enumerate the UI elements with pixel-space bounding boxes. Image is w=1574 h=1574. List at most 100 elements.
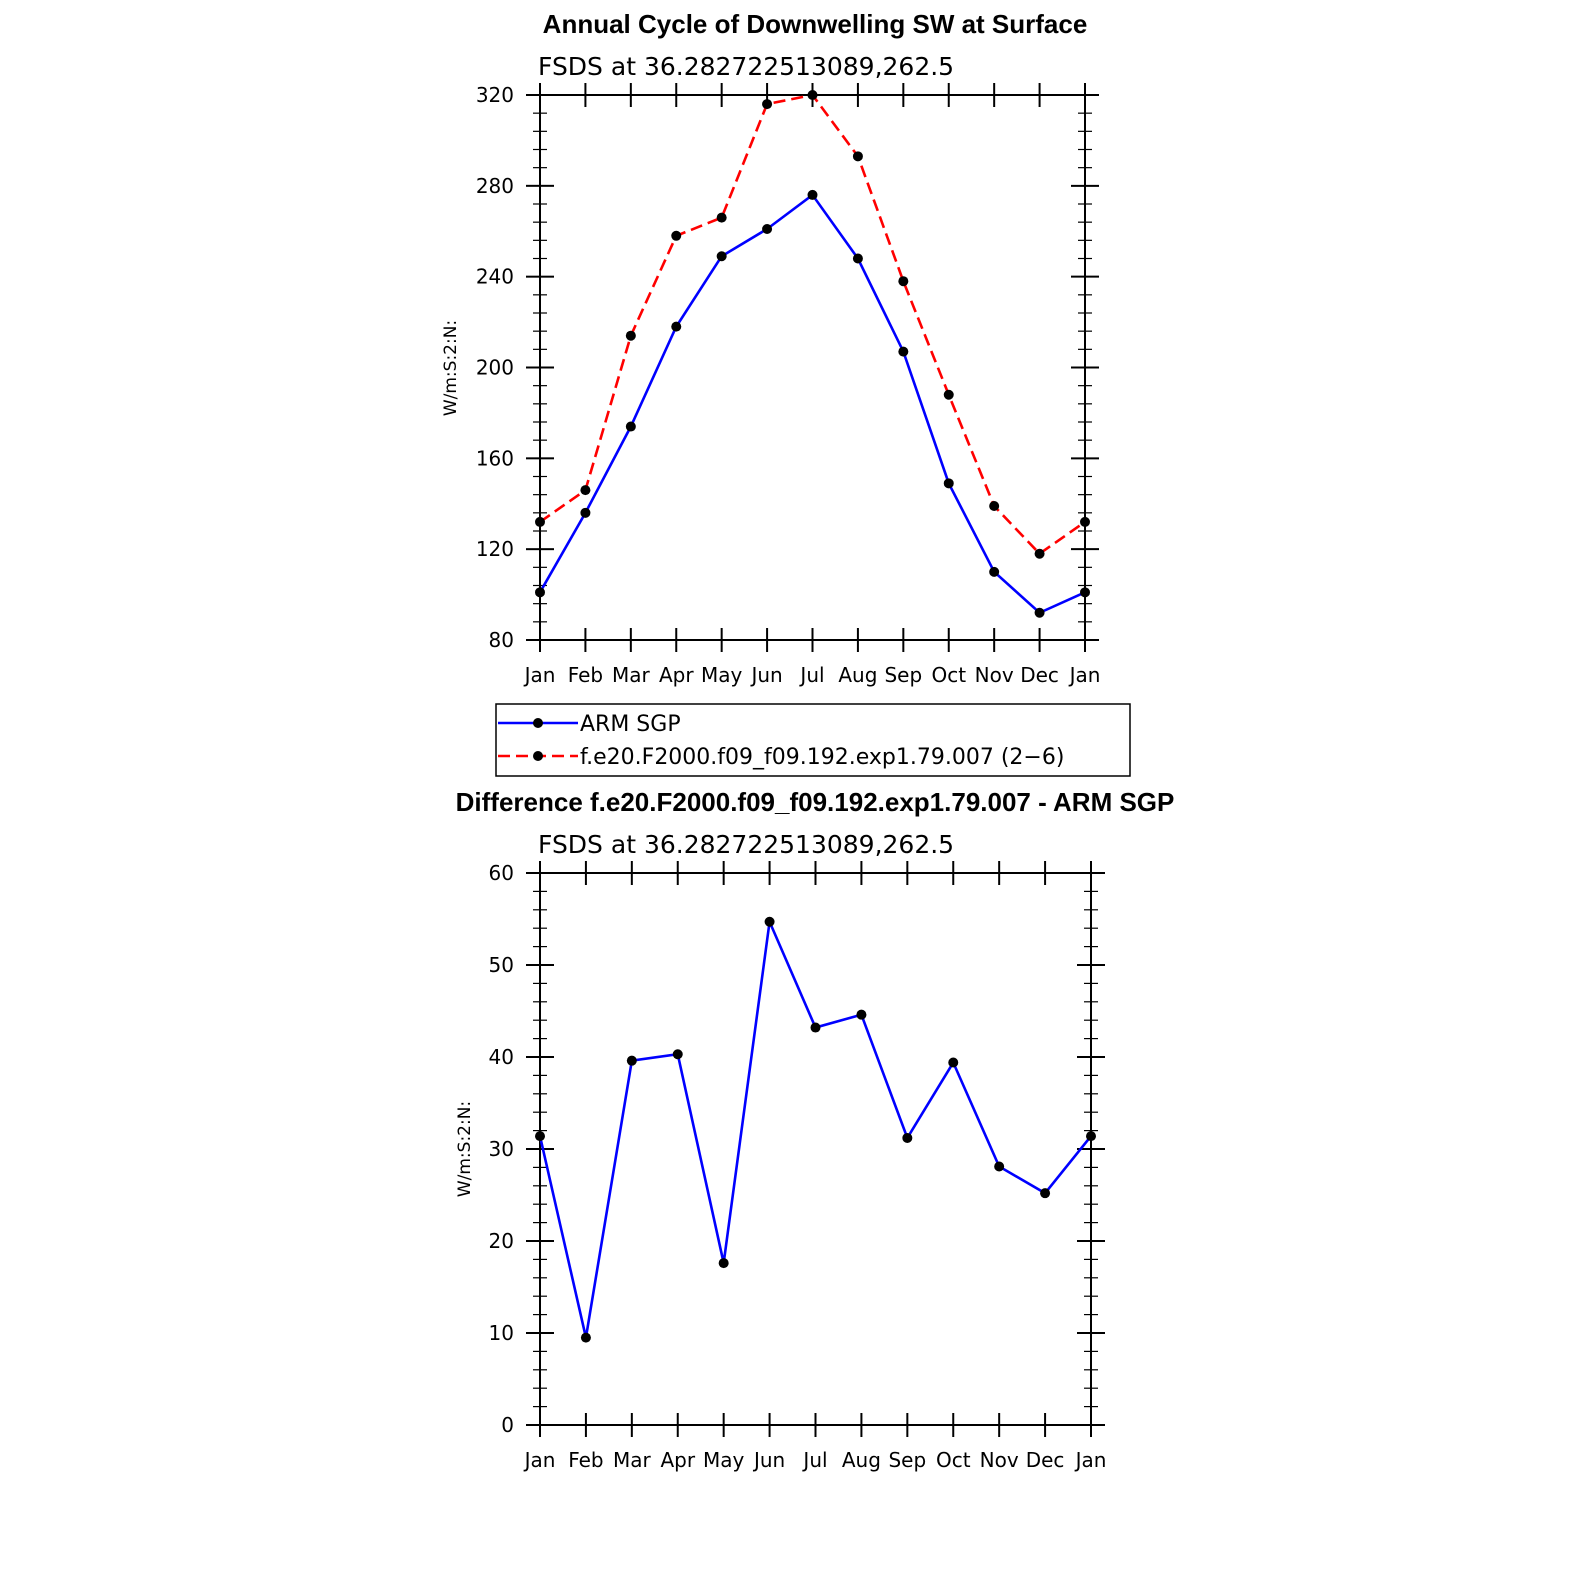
data-point <box>671 230 682 241</box>
difference-x-tick-label: Sep <box>888 1448 926 1472</box>
difference-plot-frame <box>539 872 1092 1426</box>
legend: ARM SGP f.e20.F2000.f09_f09.192.exp1.79.… <box>495 703 1131 777</box>
y-axis-label: W/m:S:2:N: <box>441 320 461 416</box>
difference-data-point <box>626 1055 637 1066</box>
difference-y-tick-label: 20 <box>489 1229 514 1253</box>
x-tick-label: Jan <box>1068 663 1101 687</box>
difference-y-tick-label: 40 <box>489 1045 514 1069</box>
data-point <box>535 587 545 598</box>
data-point <box>625 421 636 432</box>
x-tick-label: Mar <box>612 663 651 687</box>
y-tick-label: 120 <box>476 537 514 561</box>
data-point <box>852 151 863 162</box>
data-point <box>580 485 591 496</box>
y-tick-label: 200 <box>476 356 514 380</box>
y-tick-label: 240 <box>476 265 514 289</box>
data-point <box>716 251 727 262</box>
data-point <box>1034 548 1045 559</box>
data-point <box>671 321 682 332</box>
difference-data-point <box>994 1161 1005 1172</box>
x-tick-label: Nov <box>975 663 1014 687</box>
difference-data-point <box>672 1049 683 1060</box>
data-point <box>535 516 545 527</box>
difference-x-tick-label: Dec <box>1026 1448 1065 1472</box>
difference-data-point <box>902 1132 913 1143</box>
difference-data-point <box>764 916 775 927</box>
x-tick-label: Jun <box>749 663 782 687</box>
data-point <box>943 389 954 400</box>
plot-area: 80 120 160 200 240 280 320 Jan Feb Mar Apr May Jun Ju… <box>476 83 1101 687</box>
x-tick-label: Aug <box>838 663 877 687</box>
difference-data-point <box>856 1009 867 1020</box>
difference-y-tick-label: 60 <box>489 861 514 885</box>
data-point <box>762 99 773 110</box>
y-tick-label: 280 <box>476 174 514 198</box>
y-tick-label: 320 <box>476 83 514 107</box>
data-point <box>898 276 909 287</box>
y-tick-label: 160 <box>476 446 514 470</box>
data-point <box>1034 607 1045 618</box>
data-point <box>807 189 818 200</box>
difference-data-point <box>535 1131 545 1142</box>
x-tick-label: Dec <box>1020 663 1059 687</box>
chart-subtitle: FSDS at 36.282722513089,262.5 <box>538 52 954 81</box>
difference-data-point <box>810 1022 821 1033</box>
difference-data-point <box>948 1057 959 1068</box>
difference-x-tick-label: Jan <box>523 1448 556 1472</box>
legend-marker-model <box>533 751 543 761</box>
legend-marker-arm-sgp <box>533 718 543 728</box>
data-point <box>1080 587 1090 598</box>
x-tick-label: Sep <box>884 663 922 687</box>
difference-data-point <box>718 1258 729 1269</box>
legend-label-arm-sgp: ARM SGP <box>580 712 681 737</box>
data-point <box>625 330 636 341</box>
difference-plot-area: 0 10 20 30 40 50 60 Jan Feb Mar Apr May Jun Jul Aug Sep… <box>489 861 1107 1472</box>
difference-y-tick-label: 30 <box>489 1137 514 1161</box>
difference-y-tick-label: 50 <box>489 953 514 977</box>
difference-x-tick-label: Jul <box>801 1448 827 1472</box>
difference-chart-title: Difference f.e20.F2000.f09_f09.192.exp1.… <box>456 787 1175 817</box>
difference-x-tick-label: Oct <box>936 1448 971 1472</box>
legend-label-model: f.e20.F2000.f09_f09.192.exp1.79.007 (2−6… <box>580 745 1064 770</box>
difference-x-tick-label: Mar <box>613 1448 652 1472</box>
difference-x-tick-label: Jun <box>752 1448 785 1472</box>
difference-data-point <box>580 1332 591 1343</box>
difference-data-point <box>1040 1188 1051 1199</box>
x-tick-label: Oct <box>931 663 966 687</box>
data-point <box>1080 516 1090 527</box>
data-point <box>989 566 1000 577</box>
difference-data-point <box>1086 1131 1096 1142</box>
difference-chart: Difference f.e20.F2000.f09_f09.192.exp1.… <box>455 787 1174 1472</box>
chart-title: Annual Cycle of Downwelling SW at Surfac… <box>543 9 1088 39</box>
difference-x-tick-label: May <box>703 1448 745 1472</box>
data-point <box>762 223 773 234</box>
difference-x-tick-label: Nov <box>980 1448 1019 1472</box>
x-tick-label: Apr <box>659 663 694 687</box>
difference-y-axis-label: W/m:S:2:N: <box>455 1101 475 1197</box>
legend-box <box>495 703 1131 777</box>
data-point <box>852 253 863 264</box>
data-point <box>716 212 727 223</box>
data-point <box>989 501 1000 512</box>
difference-x-tick-label: Aug <box>842 1448 881 1472</box>
x-tick-label: May <box>701 663 743 687</box>
series-line-0 <box>538 193 1086 615</box>
x-tick-label: Feb <box>568 663 603 687</box>
x-tick-label: Jul <box>798 663 824 687</box>
difference-x-tick-label: Jan <box>1074 1448 1107 1472</box>
difference-x-tick-label: Feb <box>568 1448 603 1472</box>
series-line-1 <box>539 93 1086 556</box>
x-tick-label: Jan <box>523 663 556 687</box>
difference-series-line-0 <box>538 916 1093 1338</box>
difference-x-tick-label: Apr <box>660 1448 695 1472</box>
data-point <box>898 346 909 357</box>
difference-chart-subtitle: FSDS at 36.282722513089,262.5 <box>538 830 954 859</box>
difference-y-tick-label: 10 <box>489 1321 514 1345</box>
difference-y-tick-label: 0 <box>501 1413 514 1437</box>
data-point <box>807 90 818 100</box>
annual-cycle-chart: Annual Cycle of Downwelling SW at Surfac… <box>441 9 1100 687</box>
y-tick-label: 80 <box>489 628 514 652</box>
data-point <box>943 478 954 489</box>
data-point <box>580 507 591 518</box>
